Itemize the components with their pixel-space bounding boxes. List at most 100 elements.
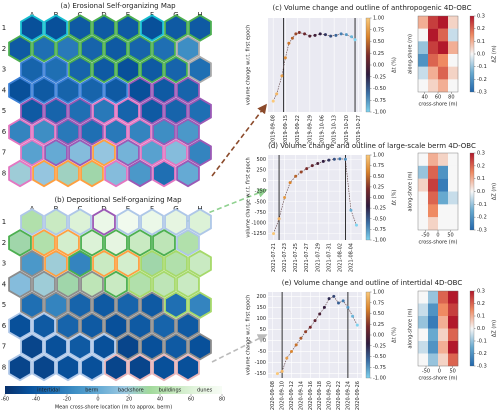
som-cell: [44, 249, 68, 278]
colorbar-tick-label: -0.25: [373, 74, 386, 80]
heatmap-cell: [438, 291, 449, 304]
volume-point: [346, 305, 350, 309]
som-cell: [176, 353, 200, 382]
heatmap-cell: [438, 178, 449, 192]
panel-title: (d) Volume change and outline of large-s…: [268, 142, 476, 150]
som-cell: [140, 291, 164, 319]
volume-point: [351, 314, 355, 318]
heatmap-cell: [448, 191, 459, 205]
colorbar-tick-label: -1.00: [373, 376, 386, 382]
volume-point: [321, 159, 325, 163]
som-cell: [32, 229, 56, 257]
som-cell: [140, 14, 164, 42]
link-arrow: [211, 103, 267, 177]
x-tick-label: 2019-10-20: [344, 115, 350, 144]
x-tick-label: 2020-09-14: [298, 381, 304, 410]
x-tick-label: -50: [421, 233, 429, 239]
x-tick-label: 60: [435, 95, 441, 101]
volume-point: [310, 164, 314, 168]
som-cell: [56, 229, 80, 257]
colorbar-tick-label: 0.1: [477, 176, 485, 182]
som-cell: [8, 353, 32, 382]
volume-point: [294, 32, 298, 36]
colorbar-tick-label: 1.00: [373, 16, 384, 22]
som-cell: [176, 270, 200, 299]
som-cell: [8, 159, 32, 188]
colorbar-category: buildings: [159, 388, 182, 394]
colorbar-tick-label: 0: [96, 397, 99, 403]
volume-point: [327, 158, 331, 162]
colorbar-tick-label: 0.1: [477, 314, 485, 320]
colorbar-label: Δt (%): [392, 327, 398, 343]
y-axis-label: volume change w.r.t. first epoch: [246, 25, 252, 105]
som-cell: [152, 35, 176, 63]
colorbar: [365, 154, 371, 241]
heatmap-cell: [438, 165, 449, 179]
colorbar-tick-label: -0.3: [477, 228, 487, 234]
som-cell: [44, 208, 68, 236]
volume-point: [313, 319, 317, 323]
heatmap-cell: [418, 204, 429, 218]
y-axis-label: along-shore (m): [408, 34, 414, 74]
x-tick-label: 2019-09-08: [271, 115, 277, 144]
heatmap-cell: [448, 41, 459, 55]
som-cell: [152, 229, 176, 257]
volume-point: [277, 217, 281, 221]
som-cell: [104, 118, 128, 146]
heatmap-cell: [438, 303, 449, 317]
heatmap-cell: [428, 191, 439, 205]
volume-point: [285, 356, 289, 360]
som-cell: [80, 118, 104, 146]
som-cell: [44, 14, 68, 42]
colorbar-tick-label: 40: [157, 397, 163, 403]
som-cell: [92, 333, 116, 361]
colorbar-tick-label: -0.3: [477, 90, 487, 96]
som-cell: [32, 118, 56, 146]
som-cell: [152, 118, 176, 146]
y-tick-label: 0: [263, 178, 266, 184]
heatmap-cell: [428, 28, 439, 42]
heatmap-cell: [418, 66, 429, 80]
volume-point: [304, 330, 308, 334]
y-axis-label: volume change w.r.t. first epoch: [246, 295, 252, 375]
som-cell: [56, 118, 80, 146]
colorbar-tick-label: 0.2: [477, 26, 485, 32]
som-cell: [68, 333, 92, 361]
som-cell: [32, 35, 56, 63]
som-cell: [92, 291, 116, 319]
y-tick-label: -100: [255, 360, 266, 366]
volume-point: [272, 232, 276, 236]
som-cell: [92, 139, 116, 167]
colorbar-tick-label: 0.50: [373, 311, 384, 317]
som-cell: [140, 139, 164, 167]
heatmap-cell: [438, 341, 449, 354]
colorbar-tick-label: -60: [1, 397, 9, 403]
som-cell: [116, 291, 140, 319]
som-cell: [80, 270, 104, 299]
x-tick-label: 2020-09-08: [270, 381, 276, 410]
colorbar-tick-label: -0.25: [373, 206, 386, 212]
volume-point: [350, 35, 354, 39]
colorbar-tick-label: 0.3: [477, 289, 485, 295]
colorbar-tick-label: 0.3: [477, 151, 485, 157]
heatmap-cell: [418, 153, 429, 167]
som-cell: [68, 249, 92, 278]
volume-point: [297, 30, 301, 34]
colorbar-category: backshore: [118, 388, 144, 394]
volume-point: [337, 301, 340, 305]
row-label: 4: [2, 280, 7, 288]
volume-point: [290, 350, 293, 354]
volume-point: [318, 32, 322, 36]
heatmap-cell: [428, 41, 439, 55]
x-tick-label: 2020-09-18: [317, 381, 323, 410]
som-cell: [56, 353, 80, 382]
som-cell: [104, 353, 128, 382]
som-cell: [20, 249, 44, 278]
y-tick-label: 100: [256, 316, 266, 322]
x-tick-label: 2021-07-27: [304, 243, 310, 272]
colorbar-tick-label: 0.25: [373, 322, 384, 328]
map-title: (a) Erosional Self-organizing Map: [60, 2, 176, 10]
heatmap-cell: [448, 153, 459, 167]
heatmap-cell: [438, 66, 449, 80]
som-cell: [116, 139, 140, 167]
